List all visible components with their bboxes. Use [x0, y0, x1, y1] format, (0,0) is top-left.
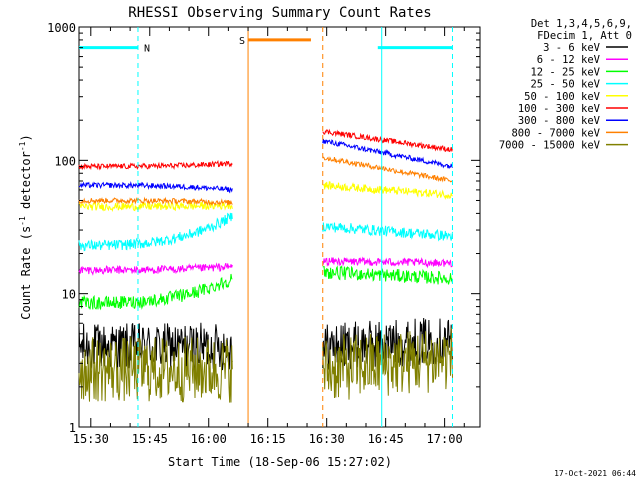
overlay-layer: NS	[79, 27, 453, 427]
series-8	[78, 156, 453, 206]
axes-layer: 15:30 15:45 16:00 16:15 16:30 16:45 17:00 1 10 10…	[47, 21, 480, 446]
x-tick-label-4: 16:15	[250, 432, 286, 446]
series-layer	[78, 128, 453, 403]
legend-entry-7: 300 - 800 keV	[518, 115, 601, 127]
series-5-segment-2	[322, 181, 453, 200]
plot-frame	[78, 26, 481, 428]
series-6-segment-2	[322, 128, 453, 153]
series-8-segment-2	[322, 156, 453, 183]
y-axis-label: Count Rate (s-1 detector-1)	[18, 134, 33, 319]
series-7	[78, 138, 453, 194]
y-tick-label-4: 1000	[47, 21, 76, 35]
y-axis-label-close: )	[19, 134, 33, 141]
x-tick-label-5: 16:30	[309, 432, 345, 446]
series-5	[78, 181, 453, 212]
flag-S-label: S	[239, 36, 245, 47]
series-4	[78, 212, 453, 252]
footer-timestamp: 17-Oct-2021 06:44	[554, 469, 636, 478]
legend-header-line-1: Det 1,3,4,5,6,9,	[531, 18, 632, 30]
y-axis-label-superscript-2: -1	[18, 141, 27, 151]
y-tick-label-3: 100	[54, 154, 76, 168]
y-axis-label-detector: detector	[19, 151, 33, 216]
series-3	[78, 265, 453, 311]
series-7-segment-1	[78, 180, 233, 194]
series-2-segment-2	[322, 256, 453, 269]
x-tick-label-6: 16:45	[368, 432, 404, 446]
series-2-segment-1	[78, 262, 233, 276]
y-tick-label-2: 10	[62, 288, 76, 302]
series-6	[78, 128, 453, 171]
series-3-segment-1	[78, 273, 233, 311]
series-2	[78, 256, 453, 276]
series-9-segment-2	[322, 327, 453, 400]
legend-entry-9: 7000 - 15000 keV	[499, 140, 601, 152]
legend-entry-5: 50 - 100 keV	[524, 91, 601, 103]
series-4-segment-2	[322, 222, 453, 242]
legend-entry-2: 6 - 12 keV	[537, 54, 601, 66]
legend-entry-8: 800 - 7000 keV	[511, 127, 600, 139]
chart-title: RHESSI Observing Summary Count Rates	[128, 5, 431, 21]
legend-entry-6: 100 - 300 keV	[518, 103, 601, 115]
series-1-segment-2	[322, 317, 453, 370]
x-tick-label-7: 17:00	[427, 432, 463, 446]
x-tick-label-1: 15:30	[73, 432, 109, 446]
series-4-segment-1	[78, 212, 233, 252]
series-9	[78, 327, 453, 403]
series-8-segment-1	[78, 196, 233, 206]
legend: Det 1,3,4,5,6,9, FDecim 1, Att 0 3 - 6 k…	[499, 18, 632, 152]
legend-header-line-2: FDecim 1, Att 0	[537, 30, 632, 42]
legend-entry-4: 25 - 50 keV	[530, 79, 600, 91]
series-7-segment-2	[322, 138, 453, 170]
series-9-segment-1	[78, 336, 233, 403]
flag-N-label: N	[144, 44, 150, 55]
series-5-segment-1	[78, 200, 233, 212]
x-tick-label-2: 15:45	[132, 432, 168, 446]
series-6-segment-1	[78, 159, 233, 171]
legend-entry-3: 12 - 25 keV	[530, 66, 600, 78]
x-axis-label: Start Time (18-Sep-06 15:27:02)	[168, 455, 392, 469]
x-tick-label-3: 16:00	[191, 432, 227, 446]
plot-area	[78, 26, 481, 428]
y-axis-label-superscript: -1	[18, 216, 27, 226]
y-tick-label-1: 1	[69, 421, 76, 435]
series-3-segment-2	[322, 265, 453, 285]
legend-entry-1: 3 - 6 keV	[543, 42, 601, 54]
y-axis-label-main: Count Rate (s	[19, 226, 33, 320]
